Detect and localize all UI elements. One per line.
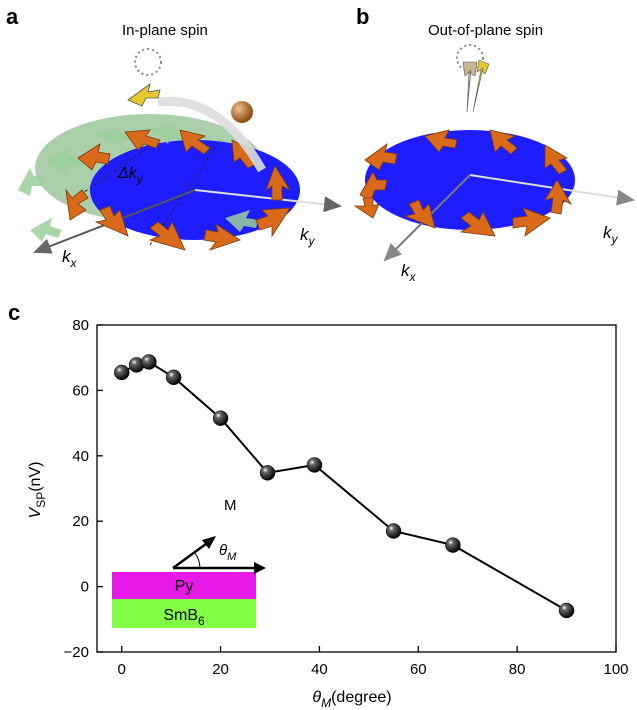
ky-axis bbox=[194, 189, 342, 213]
chart-series bbox=[113, 354, 575, 619]
data-point bbox=[113, 364, 130, 381]
theta-arc bbox=[194, 552, 201, 569]
panel-b-illustration: ky kx bbox=[353, 44, 635, 284]
y-tick-label: 20 bbox=[72, 513, 89, 530]
magnetization-arrow bbox=[172, 539, 211, 570]
panel-label-b: b bbox=[356, 4, 370, 29]
y-tick-label: 40 bbox=[72, 448, 89, 465]
data-point bbox=[385, 523, 402, 539]
panel-label-a: a bbox=[6, 4, 19, 29]
spin-ball bbox=[231, 101, 253, 123]
chart-axes: 0 20 40 60 80 100 −20 0 20 40 60 80 bbox=[64, 317, 629, 678]
x-tick-label: 80 bbox=[509, 661, 526, 678]
kx-label-b: kx bbox=[401, 261, 417, 284]
shifted-spin-arrows bbox=[18, 124, 258, 242]
data-point bbox=[306, 457, 323, 473]
x-tick-label: 20 bbox=[212, 661, 229, 678]
y-tick-label: −20 bbox=[64, 644, 89, 661]
spin-vector-icon-b bbox=[462, 61, 478, 113]
out-of-plane-spin-arrows bbox=[353, 129, 573, 237]
data-point bbox=[165, 369, 182, 386]
ky-label-b: ky bbox=[603, 223, 619, 246]
ky-label-a: ky bbox=[300, 225, 316, 248]
m-label: M bbox=[224, 497, 237, 514]
panel-a-title: In-plane spin bbox=[122, 22, 208, 39]
data-point bbox=[558, 602, 575, 619]
panel-label-c: c bbox=[8, 300, 21, 325]
inset-schematic: Py SmB6 M θM bbox=[112, 497, 266, 628]
x-tick-label: 0 bbox=[118, 661, 126, 678]
py-label: Py bbox=[175, 578, 194, 595]
ky-axis-b bbox=[469, 174, 635, 206]
in-plane-spin-arrows bbox=[65, 129, 292, 251]
y-tick-label: 60 bbox=[72, 382, 89, 399]
data-point bbox=[141, 354, 157, 370]
y-axis-label: VSP(nV) bbox=[27, 462, 48, 519]
smb6-label: SmB6 bbox=[163, 607, 205, 628]
panel-a-illustration: Δky ky kx bbox=[18, 48, 342, 270]
smb6-layer bbox=[112, 599, 256, 628]
precession-circle bbox=[134, 48, 162, 76]
y-tick-label: 80 bbox=[72, 317, 89, 334]
py-layer bbox=[112, 572, 256, 599]
x-tick-label: 40 bbox=[311, 661, 328, 678]
x-axis-label: θM(degree) bbox=[312, 689, 391, 710]
spin-vector-icon bbox=[127, 83, 161, 107]
plot-frame bbox=[96, 324, 617, 653]
kx-label-a: kx bbox=[62, 247, 78, 270]
data-point bbox=[259, 465, 276, 481]
panel-b-title: Out-of-plane spin bbox=[428, 22, 544, 39]
data-point bbox=[212, 410, 229, 426]
delta-ky-label: Δky bbox=[117, 165, 144, 186]
y-tick-label: 0 bbox=[81, 579, 89, 596]
x-tick-label: 100 bbox=[603, 661, 628, 678]
vsp-vs-theta-chart: Py SmB6 M θM 0 20 40 60 80 100 −20 0 20 40 60 80 θM… bbox=[27, 317, 629, 710]
x-tick-label: 60 bbox=[410, 661, 427, 678]
data-point bbox=[445, 537, 461, 553]
theta-m-label: θM bbox=[219, 542, 237, 563]
